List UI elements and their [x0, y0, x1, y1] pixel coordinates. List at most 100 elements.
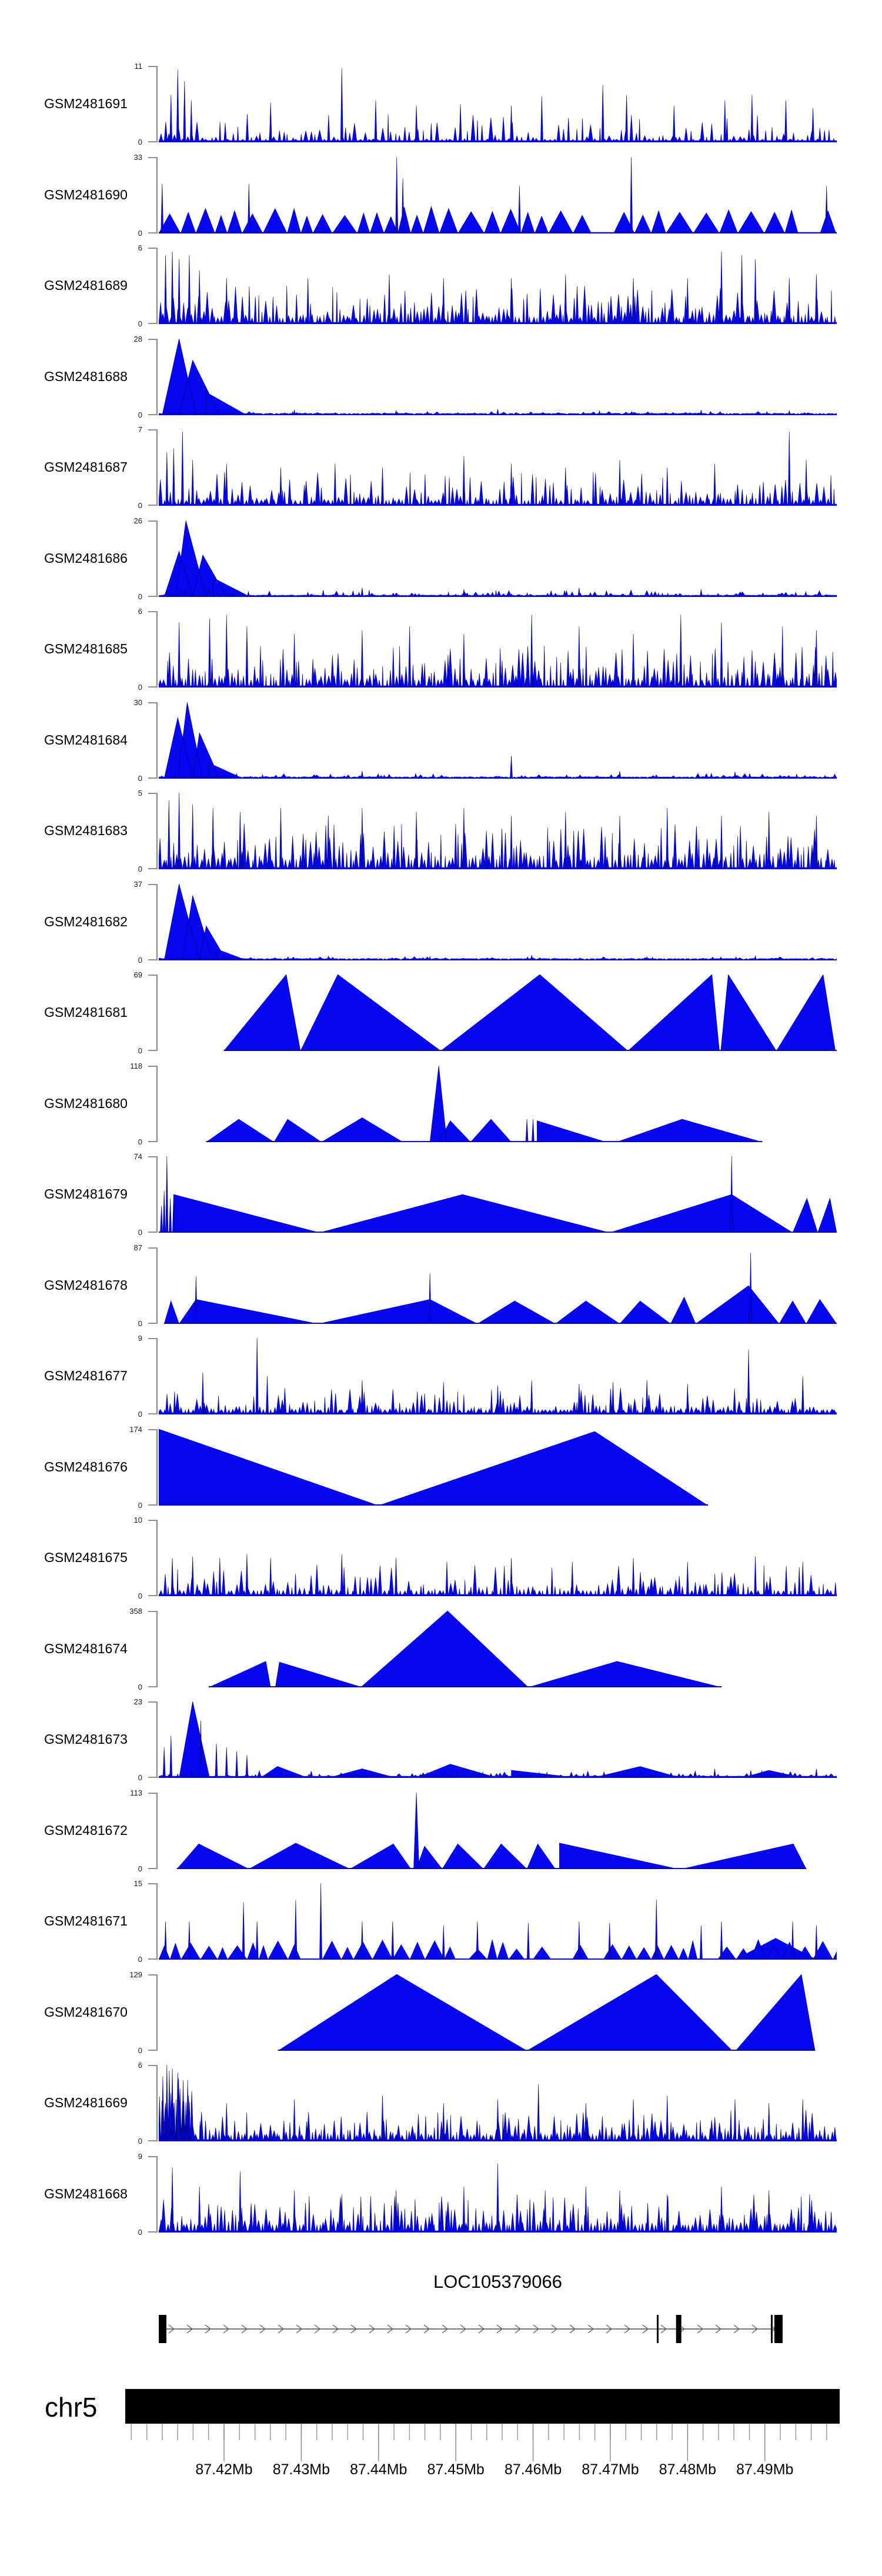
coverage-plot — [159, 793, 837, 869]
y-axis-zero-label: 0 — [138, 1864, 142, 1873]
track-row-GSM2481683: GSM2481683 5 0 — [0, 789, 882, 873]
y-axis-bracket — [148, 975, 158, 1051]
y-axis-bracket — [148, 1338, 158, 1414]
coverage-plot — [159, 883, 837, 960]
y-axis-max-label: 28 — [133, 334, 142, 343]
y-axis-bracket — [148, 611, 158, 688]
coverage-plot — [278, 1974, 816, 2051]
y-axis-max-label: 358 — [129, 1606, 142, 1616]
track-label: GSM2481674 — [44, 1640, 128, 1656]
y-axis-zero-label: 0 — [138, 955, 142, 965]
chromosome-name-label: chr5 — [45, 2392, 98, 2422]
axis-tick-label: 87.47Mb — [582, 2461, 639, 2478]
y-axis-bracket — [148, 1701, 158, 1778]
track-row-GSM2481673: GSM2481673 23 0 — [0, 1697, 882, 1782]
y-axis-max-label: 9 — [138, 1334, 142, 1343]
track-label: GSM2481687 — [44, 459, 128, 475]
y-axis-zero-label: 0 — [138, 1955, 142, 1964]
y-axis-zero-label: 0 — [138, 1137, 142, 1146]
track-label: GSM2481683 — [44, 823, 128, 838]
y-axis-max-label: 10 — [133, 1516, 142, 1524]
coverage-plot — [159, 1883, 837, 1960]
coverage-plot — [159, 2065, 837, 2141]
axis-tick-label: 87.46Mb — [504, 2461, 562, 2478]
track-label: GSM2481676 — [44, 1459, 128, 1474]
axis-tick-label: 87.43Mb — [272, 2461, 330, 2478]
y-axis-max-label: 11 — [134, 62, 143, 71]
coverage-plot — [159, 431, 837, 506]
track-label: GSM2481675 — [44, 1550, 128, 1565]
y-axis-bracket — [148, 1520, 158, 1596]
track-label: GSM2481690 — [44, 186, 128, 202]
y-axis-bracket — [148, 338, 158, 415]
y-axis-zero-label: 0 — [138, 138, 142, 146]
track-row-GSM2481677: GSM2481677 9 0 — [0, 1334, 882, 1419]
coverage-plot — [159, 1554, 837, 1596]
y-axis-bracket — [148, 248, 158, 324]
coverage-plot — [223, 975, 837, 1051]
coverage-plot — [159, 338, 837, 415]
coverage-plot — [159, 1701, 837, 1778]
track-row-GSM2481679: GSM2481679 74 0 — [0, 1152, 882, 1237]
coverage-plot — [159, 702, 837, 779]
track-label: GSM2481677 — [44, 1368, 128, 1383]
y-axis-zero-label: 0 — [138, 319, 142, 328]
y-axis-max-label: 37 — [133, 879, 142, 889]
y-axis-zero-label: 0 — [138, 1500, 142, 1510]
y-axis-bracket — [148, 1065, 158, 1142]
y-axis-zero-label: 0 — [138, 1410, 142, 1419]
y-axis-zero-label: 0 — [138, 1773, 142, 1782]
y-axis-max-label: 74 — [133, 1152, 142, 1161]
y-axis-bracket — [148, 1429, 158, 1506]
track-label: GSM2481686 — [44, 550, 128, 566]
track-label: GSM2481678 — [44, 1277, 128, 1293]
y-axis-bracket — [148, 793, 158, 869]
track-row-GSM2481676: GSM2481676 174 0 — [0, 1425, 882, 1510]
track-row-GSM2481674: GSM2481674 358 0 — [0, 1607, 882, 1691]
y-axis-bracket — [148, 2155, 158, 2233]
track-label: GSM2481685 — [44, 641, 128, 656]
track-row-GSM2481672: GSM2481672 113 0 — [0, 1788, 882, 1873]
y-axis-bracket — [148, 156, 158, 233]
axis-tick-label: 87.44Mb — [350, 2461, 407, 2478]
axis-tick-label: 87.49Mb — [736, 2461, 794, 2478]
track-row-GSM2481682: GSM2481682 37 0 — [0, 880, 882, 965]
track-row-GSM2481670: GSM2481670 129 0 — [0, 1970, 882, 2055]
track-row-GSM2481684: GSM2481684 30 0 — [0, 698, 882, 783]
track-row-GSM2481685: GSM2481685 6 0 — [0, 607, 882, 692]
y-axis-zero-label: 0 — [138, 410, 142, 419]
y-axis-max-label: 118 — [130, 1061, 142, 1070]
y-axis-zero-label: 0 — [138, 683, 142, 692]
y-axis-zero-label: 0 — [138, 1682, 142, 1691]
coverage-plot — [159, 68, 837, 142]
y-axis-max-label: 113 — [130, 1788, 142, 1797]
track-label: GSM2481679 — [44, 1186, 128, 1202]
y-axis-max-label: 174 — [129, 1424, 142, 1434]
axis-tick-label: 87.45Mb — [427, 2461, 485, 2478]
track-label: GSM2481682 — [44, 913, 128, 929]
coverage-plot — [176, 1792, 807, 1869]
coverage-plot — [159, 2163, 837, 2233]
y-axis-zero-label: 0 — [138, 501, 142, 510]
track-label: GSM2481670 — [44, 2004, 128, 2020]
axis-tick-label: 87.42Mb — [195, 2461, 253, 2478]
y-axis-max-label: 87 — [133, 1243, 142, 1252]
track-row-GSM2481675: GSM2481675 10 0 — [0, 1516, 882, 1600]
coverage-plot — [206, 1065, 763, 1142]
y-axis-bracket — [148, 702, 158, 779]
y-axis-zero-label: 0 — [138, 1319, 142, 1328]
y-axis-zero-label: 0 — [138, 1228, 142, 1237]
y-axis-max-label: 15 — [133, 1879, 142, 1888]
y-axis-zero-label: 0 — [138, 865, 142, 873]
coverage-plot — [159, 520, 837, 597]
y-axis-max-label: 6 — [138, 243, 142, 252]
track-row-GSM2481690: GSM2481690 33 0 — [0, 153, 882, 238]
track-row-GSM2481680: GSM2481680 118 0 — [0, 1062, 882, 1146]
coverage-plot — [163, 1252, 837, 1324]
y-axis-zero-label: 0 — [138, 2137, 142, 2145]
y-axis-max-label: 30 — [133, 698, 142, 707]
track-row-GSM2481688: GSM2481688 28 0 — [0, 335, 882, 419]
axis-tick-label: 87.48Mb — [659, 2461, 717, 2478]
y-axis-zero-label: 0 — [138, 1591, 142, 1600]
